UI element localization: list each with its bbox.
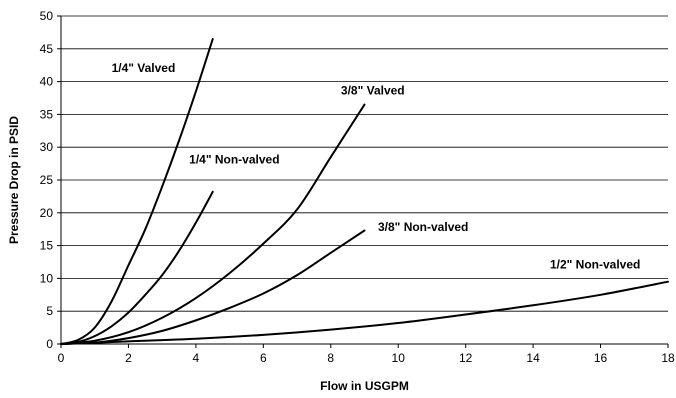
y-tick-labels: 0 5 10 15 20 25 30 35 40 45 50: [40, 9, 54, 351]
y-axis-title: Pressure Drop in PSID: [7, 116, 21, 244]
series-line-3-8-valved: [60, 103, 366, 345]
y-tick-label-50: 50: [40, 9, 54, 23]
grid: [61, 15, 668, 312]
x-tick-label-10: 10: [392, 351, 406, 365]
y-tick-label-45: 45: [40, 42, 54, 56]
y-tick-label-25: 25: [40, 173, 54, 187]
series-line-1-4-valved: [60, 37, 214, 345]
series-label-1-4-non-valved: 1/4" Non-valved: [189, 153, 279, 167]
x-tick-label-14: 14: [526, 351, 540, 365]
y-tick-label-20: 20: [40, 206, 54, 220]
x-tick-label-2: 2: [125, 351, 132, 365]
y-tick-label-0: 0: [46, 337, 53, 351]
series-labels: 1/4" Valved 1/4" Non-valved 3/8" Valved 3/8…: [112, 61, 641, 272]
x-tick-label-18: 18: [661, 351, 675, 365]
x-tick-label-6: 6: [260, 351, 267, 365]
y-tick-label-30: 30: [40, 140, 54, 154]
y-tick-label-10: 10: [40, 271, 54, 285]
x-axis-title: Flow in USGPM: [320, 379, 409, 393]
y-tick-label-40: 40: [40, 75, 54, 89]
series-label-1-2-non-valved: 1/2" Non-valved: [550, 258, 640, 272]
series-label-3-8-valved: 3/8" Valved: [341, 84, 405, 98]
y-tick-label-35: 35: [40, 107, 54, 121]
series-line-3-8-non-valved: [60, 229, 366, 345]
x-tick-label-16: 16: [594, 351, 608, 365]
series-line-1-2-non-valved: [60, 280, 669, 345]
x-tick-label-8: 8: [327, 351, 334, 365]
x-tick-label-12: 12: [459, 351, 473, 365]
series-line-1-4-non-valved: [60, 190, 214, 345]
y-tick-label-5: 5: [46, 304, 53, 318]
axes: [57, 15, 669, 348]
y-tick-label-15: 15: [40, 239, 54, 253]
series-lines: [60, 37, 669, 345]
x-tick-label-0: 0: [58, 351, 65, 365]
x-tick-labels: 0 2 4 6 8 10 12 14 16 18: [58, 351, 675, 365]
series-label-3-8-non-valved: 3/8" Non-valved: [378, 220, 468, 234]
x-tick-label-4: 4: [193, 351, 200, 365]
series-label-1-4-valved: 1/4" Valved: [112, 61, 176, 75]
